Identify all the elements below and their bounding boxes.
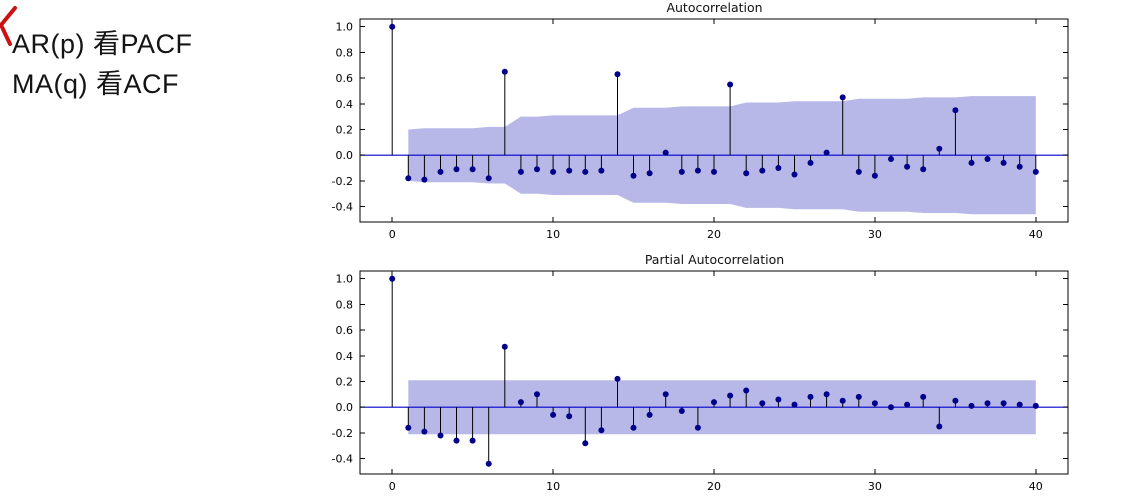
svg-text:0.6: 0.6 [336, 324, 354, 337]
svg-text:40: 40 [1029, 228, 1043, 241]
svg-text:1.0: 1.0 [336, 21, 354, 34]
svg-text:20: 20 [707, 228, 721, 241]
svg-text:10: 10 [546, 480, 560, 493]
svg-text:-0.4: -0.4 [332, 201, 353, 214]
svg-text:-0.2: -0.2 [332, 175, 353, 188]
acf-chart: Autocorrelation 1.0 0.8 0.6 0.4 0.2 0.0 -0.2 -0… [315, 0, 1090, 248]
svg-text:0.4: 0.4 [336, 350, 354, 363]
svg-text:0.8: 0.8 [336, 298, 354, 311]
svg-text:0.0: 0.0 [336, 149, 354, 162]
acf-chart-title: Autocorrelation [666, 0, 763, 15]
svg-text:0.0: 0.0 [336, 401, 354, 414]
acf-plot-svg: 1.0 0.8 0.6 0.4 0.2 0.0 -0.2 -0.4 0 10 20 30 40 [332, 18, 1069, 241]
svg-text:0: 0 [389, 228, 396, 241]
red-pen-mark [0, 6, 17, 46]
pacf-plot-svg: 1.0 0.8 0.6 0.4 0.2 0.0 -0.2 -0.4 0 10 20 30 40 [332, 270, 1069, 493]
svg-text:0: 0 [389, 480, 396, 493]
svg-text:1.0: 1.0 [336, 273, 354, 286]
pacf-chart-title: Partial Autocorrelation [644, 252, 785, 267]
svg-text:0.4: 0.4 [336, 98, 354, 111]
pacf-chart: Partial Autocorrelation 1.0 0.8 0.6 0.4 0.2 0… [315, 252, 1090, 500]
svg-text:0.8: 0.8 [336, 46, 354, 59]
svg-text:10: 10 [546, 228, 560, 241]
annotation-line-ma: MA(q) 看ACF [12, 69, 179, 99]
annotation-note: AR(p) 看PACF MA(q) 看ACF [12, 24, 193, 104]
svg-text:0.2: 0.2 [336, 376, 354, 389]
svg-text:20: 20 [707, 480, 721, 493]
svg-text:30: 30 [868, 480, 882, 493]
svg-text:0.6: 0.6 [336, 72, 354, 85]
svg-text:-0.4: -0.4 [332, 453, 353, 466]
annotation-line-ar: AR(p) 看PACF [12, 29, 193, 59]
svg-text:-0.2: -0.2 [332, 427, 353, 440]
svg-text:0.2: 0.2 [336, 124, 354, 137]
svg-text:30: 30 [868, 228, 882, 241]
svg-text:40: 40 [1029, 480, 1043, 493]
